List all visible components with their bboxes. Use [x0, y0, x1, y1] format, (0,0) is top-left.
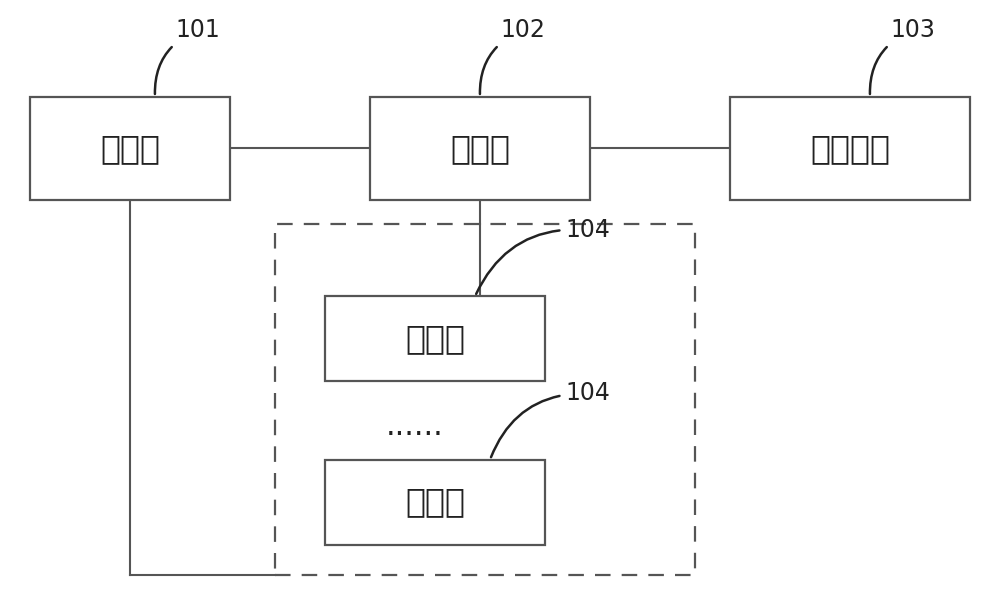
Text: 104: 104 [491, 381, 610, 457]
Text: ......: ...... [386, 412, 444, 441]
Text: 主系统: 主系统 [450, 132, 510, 165]
Bar [730, 97, 970, 200]
Bar [370, 97, 590, 200]
Text: 104: 104 [476, 218, 610, 294]
Text: 用户端: 用户端 [100, 132, 160, 165]
Text: 子系统: 子系统 [405, 486, 465, 518]
Text: 子系统: 子系统 [405, 322, 465, 355]
Text: 总线系统: 总线系统 [810, 132, 890, 165]
Text: 103: 103 [870, 18, 935, 94]
Bar [30, 97, 230, 200]
Bar [325, 460, 545, 544]
Bar [275, 224, 695, 575]
Bar [325, 296, 545, 381]
Text: 102: 102 [480, 18, 545, 94]
Text: 101: 101 [155, 18, 220, 94]
